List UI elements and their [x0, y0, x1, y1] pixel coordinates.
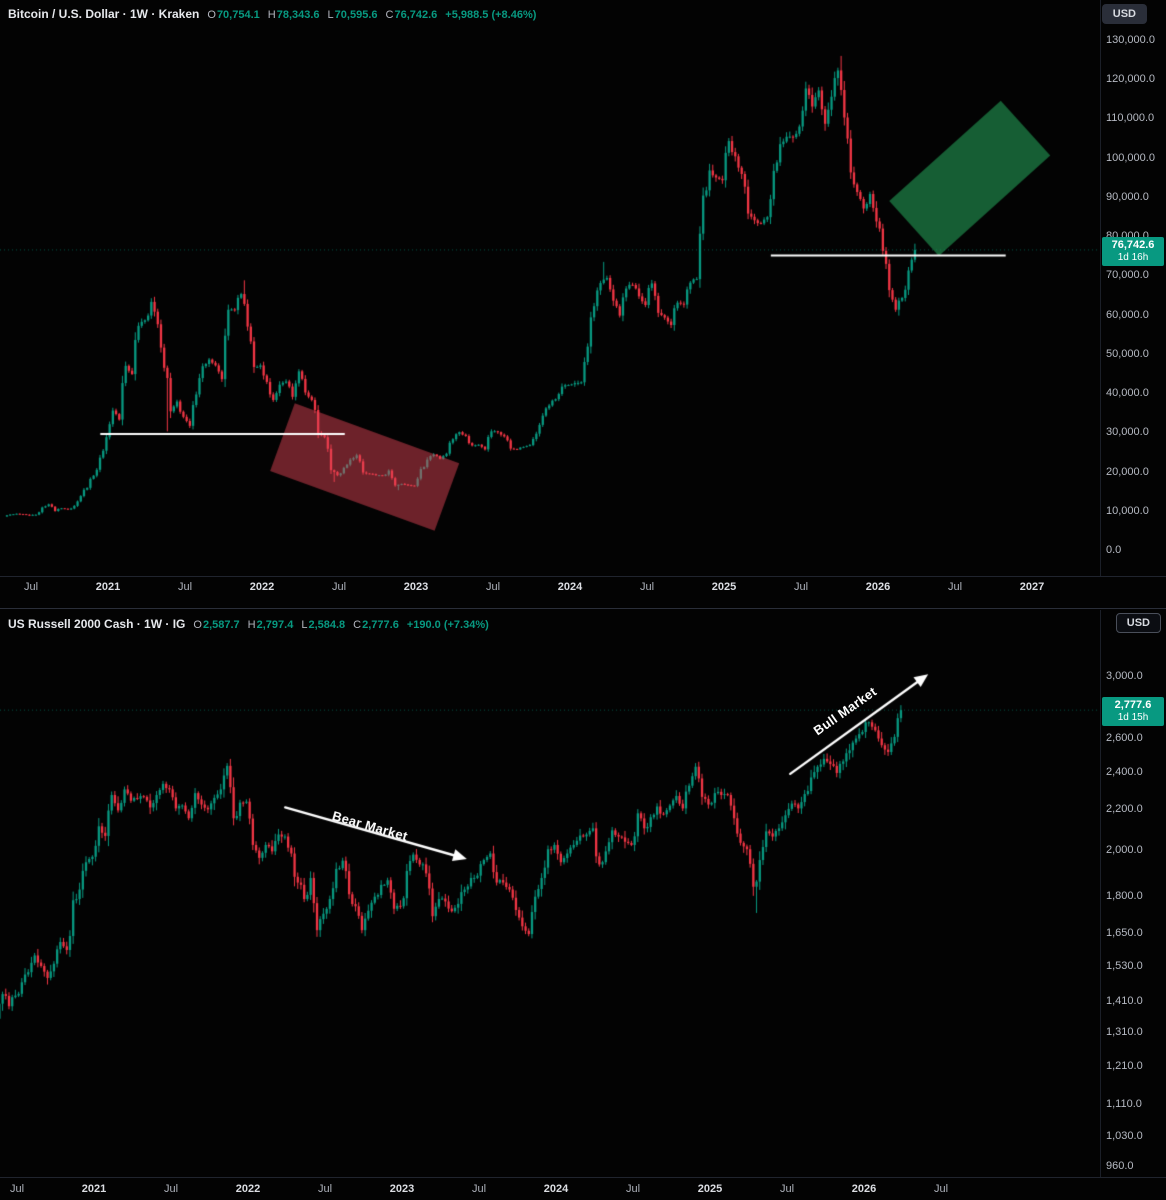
price-axis-label: 1,410.0 — [1106, 994, 1143, 1007]
panel-divider[interactable] — [0, 608, 1166, 609]
badge-price: 76,742.6 — [1111, 238, 1155, 251]
price-axis-label: 2,200.0 — [1106, 803, 1143, 816]
open-value: 70,754.1 — [216, 9, 260, 21]
time-axis-label: Jul — [779, 1183, 795, 1195]
time-axis-label: 2021 — [95, 581, 121, 593]
close-label: C — [353, 619, 362, 631]
close-label: C — [385, 9, 394, 21]
price-axis-label: 1,310.0 — [1106, 1026, 1143, 1039]
low-value: 2,584.8 — [308, 619, 346, 631]
low-label: L — [327, 9, 334, 21]
time-axis-label: Jul — [331, 581, 347, 593]
russell-symbol-title[interactable]: US Russell 2000 Cash · 1W · IG — [8, 617, 186, 631]
time-axis-label: Jul — [639, 581, 655, 593]
price-axis-label: 1,030.0 — [1106, 1129, 1143, 1142]
price-axis-label: 10,000.0 — [1106, 504, 1149, 517]
current-price-badge: 76,742.6 1d 16h — [1102, 236, 1164, 266]
price-axis-label: 130,000.0 — [1106, 33, 1155, 46]
time-axis-label: 2026 — [851, 1183, 877, 1195]
price-axis-label: 30,000.0 — [1106, 426, 1149, 439]
badge-price: 2,777.6 — [1114, 699, 1152, 712]
price-axis-label: 40,000.0 — [1106, 387, 1149, 400]
time-axis-label: 2023 — [389, 1183, 415, 1195]
russell-chart-canvas[interactable] — [0, 610, 1166, 1200]
currency-usd-button[interactable]: USD — [1101, 4, 1147, 24]
price-axis-label: 1,210.0 — [1106, 1060, 1143, 1073]
time-axis-border-top — [0, 576, 1166, 577]
time-axis-label: 2025 — [697, 1183, 723, 1195]
open-label: O — [207, 9, 216, 21]
time-axis-label: 2021 — [81, 1183, 107, 1195]
time-axis-label: Jul — [471, 1183, 487, 1195]
close-value: 2,777.6 — [362, 619, 399, 631]
time-axis-label: 2027 — [1019, 581, 1045, 593]
price-axis-label: 20,000.0 — [1106, 465, 1149, 478]
russell-chart-panel: US Russell 2000 Cash · 1W · IG O 2,587.7… — [0, 610, 1166, 1200]
price-axis-label: 60,000.0 — [1106, 308, 1149, 321]
time-axis-label: 2023 — [403, 581, 429, 593]
time-axis-label: 2024 — [543, 1183, 569, 1195]
price-axis-border — [1100, 610, 1101, 1177]
price-axis-border — [1100, 0, 1101, 576]
high-value: 78,343.6 — [276, 9, 320, 21]
currency-usd-button[interactable]: USD — [1115, 613, 1161, 633]
price-axis-label: 70,000.0 — [1106, 269, 1149, 282]
price-axis-label: 960.0 — [1106, 1159, 1134, 1172]
price-axis-label: 1,530.0 — [1106, 959, 1143, 972]
russell-symbol-header: US Russell 2000 Cash · 1W · IG O 2,587.7… — [8, 617, 489, 631]
time-axis-label: Jul — [23, 581, 39, 593]
current-price-badge: 2,777.6 1d 15h — [1102, 697, 1164, 726]
time-axis-border-bottom — [0, 1177, 1166, 1178]
time-axis-label: Jul — [793, 581, 809, 593]
price-axis-label: 3,000.0 — [1106, 670, 1143, 682]
price-axis-label: 2,000.0 — [1106, 844, 1143, 857]
price-axis-label: 1,800.0 — [1106, 889, 1143, 902]
time-axis-label: Jul — [933, 1183, 949, 1195]
badge-countdown: 1d 16h — [1117, 251, 1149, 263]
price-axis-label: 90,000.0 — [1106, 190, 1149, 203]
open-value: 2,587.7 — [202, 619, 240, 631]
time-axis-label: Jul — [163, 1183, 179, 1195]
time-axis-label: Jul — [625, 1183, 641, 1195]
time-axis-label: 2022 — [249, 581, 275, 593]
time-axis-label: Jul — [9, 1183, 25, 1195]
high-label: H — [247, 619, 256, 631]
price-axis-label: 1,110.0 — [1106, 1097, 1142, 1110]
time-axis-label: 2025 — [711, 581, 737, 593]
time-axis-label: 2026 — [865, 581, 891, 593]
price-axis-label: 2,600.0 — [1106, 731, 1143, 744]
price-axis-label: 100,000.0 — [1106, 151, 1155, 164]
time-axis-label: Jul — [177, 581, 193, 593]
open-label: O — [193, 619, 202, 631]
btc-chart-panel: Bitcoin / U.S. Dollar · 1W · Kraken O 70… — [0, 0, 1166, 610]
price-axis-label: 2,400.0 — [1106, 765, 1143, 778]
low-label: L — [301, 619, 308, 631]
change-value: +5,988.5 (+8.46%) — [445, 9, 537, 21]
low-value: 70,595.6 — [334, 9, 378, 21]
btc-symbol-title[interactable]: Bitcoin / U.S. Dollar · 1W · Kraken — [8, 7, 200, 21]
time-axis-label: Jul — [947, 581, 963, 593]
btc-chart-canvas[interactable] — [0, 0, 1166, 610]
time-axis-label: 2022 — [235, 1183, 261, 1195]
close-value: 76,742.6 — [394, 9, 438, 21]
badge-countdown: 1d 15h — [1117, 712, 1149, 724]
high-label: H — [267, 9, 276, 21]
time-axis-label: Jul — [317, 1183, 333, 1195]
time-axis-label: 2024 — [557, 581, 583, 593]
price-axis-label: 110,000.0 — [1106, 112, 1155, 125]
high-value: 2,797.4 — [256, 619, 294, 631]
price-axis-label: 50,000.0 — [1106, 347, 1149, 360]
price-axis-label: 1,650.0 — [1106, 927, 1143, 940]
time-axis-label: Jul — [485, 581, 501, 593]
price-axis-label: 120,000.0 — [1106, 73, 1155, 86]
change-value: +190.0 (+7.34%) — [406, 619, 489, 631]
price-axis-label: 0.0 — [1106, 544, 1122, 556]
btc-symbol-header: Bitcoin / U.S. Dollar · 1W · Kraken O 70… — [8, 7, 536, 21]
